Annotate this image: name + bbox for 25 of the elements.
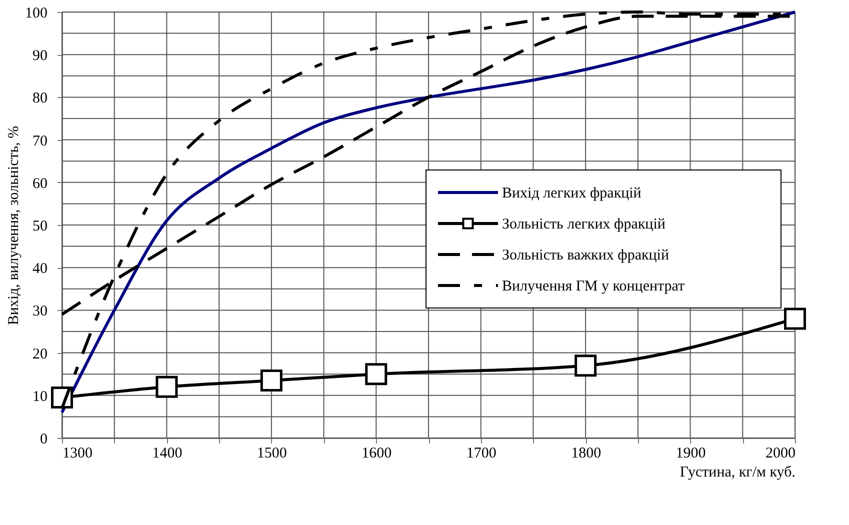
y-tick-label: 0 [40,432,48,448]
y-tick-label: 100 [25,6,48,22]
y-tick-label: 90 [32,48,48,64]
x-tick-label: 1900 [676,446,706,462]
x-tick-label: 1600 [362,446,392,462]
y-tick-label: 70 [32,133,48,150]
legend-label: Вихід легких фракцій [502,186,642,202]
x-tick-label: 1300 [62,446,92,462]
y-tick-label: 40 [32,261,48,278]
x-tick-label: 1500 [256,446,287,462]
y-tick-label: 30 [32,304,48,320]
y-tick-label: 50 [32,218,48,234]
y-tick-label: 80 [32,90,48,107]
legend-label: Зольність важких фракцій [502,248,669,264]
x-axis-title: Густина, кг/м куб. [680,464,796,480]
y-tick-label: 10 [32,388,48,405]
y-tick-label: 20 [32,346,48,362]
y-tick-label: 60 [32,176,48,192]
legend-label: Зольність легких фракцій [502,216,666,232]
legend-label: Вилучення ГМ у концентрат [502,278,686,294]
y-axis-title: Вихід, вилучення, зольність, % [6,126,22,326]
x-tick-label: 1700 [466,446,496,462]
x-tick-label: 1400 [152,446,182,462]
x-tick-label: 2000 [766,446,796,462]
x-tick-label: 1800 [571,446,602,462]
